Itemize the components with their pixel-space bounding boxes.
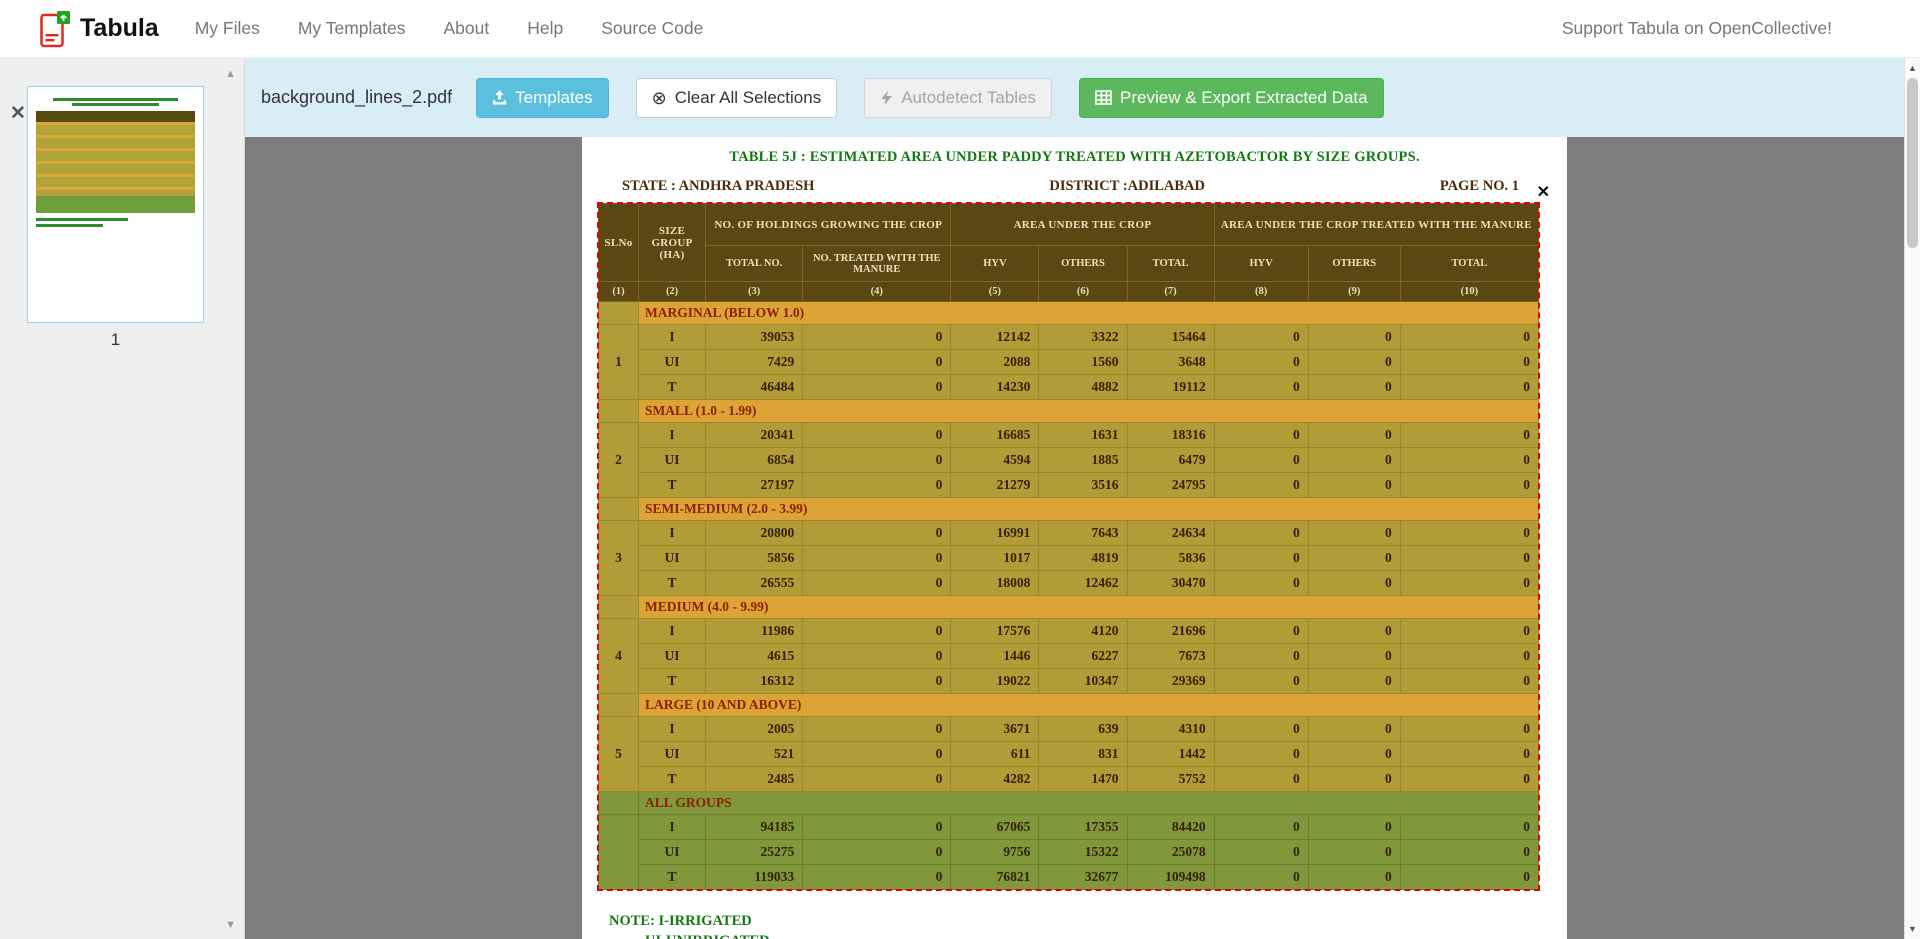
doc-state: STATE : ANDHRA PRADESH xyxy=(622,178,814,195)
support-link[interactable]: Support Tabula on OpenCollective! xyxy=(1562,18,1832,39)
note-line-2: UI-UNIRRIGATED xyxy=(645,931,1567,939)
document-meta-row: STATE : ANDHRA PRADESH DISTRICT :ADILABA… xyxy=(622,178,1519,195)
autodetect-tables-label: Autodetect Tables xyxy=(901,88,1036,108)
export-button[interactable]: Preview & Export Extracted Data xyxy=(1079,78,1384,118)
thumbnail-table-body xyxy=(36,122,195,196)
nav-my-files[interactable]: My Files xyxy=(195,18,260,39)
scrollbar-thumb[interactable] xyxy=(1907,78,1918,248)
page-thumbnail[interactable] xyxy=(27,86,204,323)
clear-selections-label: Clear All Selections xyxy=(675,88,821,108)
lightning-icon xyxy=(880,90,893,106)
doc-district: DISTRICT :ADILABAD xyxy=(1049,178,1205,195)
main-column: background_lines_2.pdf Templates ⊗ Clear… xyxy=(245,58,1904,939)
tabula-logo-icon xyxy=(40,10,70,48)
thumbnail-page-number: 1 xyxy=(27,330,204,350)
nav-my-templates[interactable]: My Templates xyxy=(298,18,406,39)
thumbnail-note-line xyxy=(36,218,128,221)
thumbnail-title-line xyxy=(72,103,159,106)
nav-source-code[interactable]: Source Code xyxy=(601,18,703,39)
document-title: TABLE 5J : ESTIMATED AREA UNDER PADDY TR… xyxy=(582,137,1567,166)
pdf-viewer: TABLE 5J : ESTIMATED AREA UNDER PADDY TR… xyxy=(245,137,1904,939)
thumbnail-preview xyxy=(28,87,203,236)
sidebar-scroll-up-icon[interactable]: ▲ xyxy=(225,68,236,80)
templates-button[interactable]: Templates xyxy=(476,78,608,118)
templates-label: Templates xyxy=(515,88,592,108)
thumbnail-table-header xyxy=(36,111,195,122)
selection-rectangle[interactable]: ✕ xyxy=(597,202,1540,891)
nav-about[interactable]: About xyxy=(444,18,490,39)
filename-label: background_lines_2.pdf xyxy=(261,87,452,108)
export-label: Preview & Export Extracted Data xyxy=(1120,88,1368,108)
nav-help[interactable]: Help xyxy=(527,18,563,39)
table-icon xyxy=(1095,90,1112,105)
autodetect-tables-button[interactable]: Autodetect Tables xyxy=(864,78,1052,118)
thumbnail-table-footer xyxy=(36,196,195,213)
brand-title: Tabula xyxy=(80,14,159,43)
upload-icon xyxy=(492,90,507,105)
clear-circle-icon: ⊗ xyxy=(652,89,667,107)
note-line-1: NOTE: I-IRRIGATED xyxy=(609,911,1567,931)
document-note: NOTE: I-IRRIGATED UI-UNIRRIGATED xyxy=(609,911,1567,939)
remove-selection-button[interactable]: ✕ xyxy=(1537,182,1550,202)
scrollbar-up-icon[interactable]: ▲ xyxy=(1905,60,1920,76)
table-selection-area: SLNoSIZE GROUP (HA)NO. OF HOLDINGS GROWI… xyxy=(598,203,1539,890)
remove-page-button[interactable]: ✕ xyxy=(10,102,26,125)
doc-page-no: PAGE NO. 1 xyxy=(1440,178,1519,195)
pages-sidebar: ✕ ▲ 1 ▼ xyxy=(0,58,245,939)
toolbar: background_lines_2.pdf Templates ⊗ Clear… xyxy=(245,58,1904,137)
nav-links: My Files My Templates About Help Source … xyxy=(195,18,704,39)
thumbnail-note-line xyxy=(36,224,103,227)
tabula-app: Tabula My Files My Templates About Help … xyxy=(0,0,1920,939)
pdf-page[interactable]: TABLE 5J : ESTIMATED AREA UNDER PADDY TR… xyxy=(582,137,1567,939)
window-scrollbar[interactable]: ▲ ▼ xyxy=(1904,58,1920,939)
top-navbar: Tabula My Files My Templates About Help … xyxy=(0,0,1920,58)
thumbnail-title-line xyxy=(53,98,177,101)
clear-selections-button[interactable]: ⊗ Clear All Selections xyxy=(636,78,838,118)
scrollbar-down-icon[interactable]: ▼ xyxy=(1905,921,1920,937)
sidebar-scroll-down-icon[interactable]: ▼ xyxy=(225,919,236,931)
